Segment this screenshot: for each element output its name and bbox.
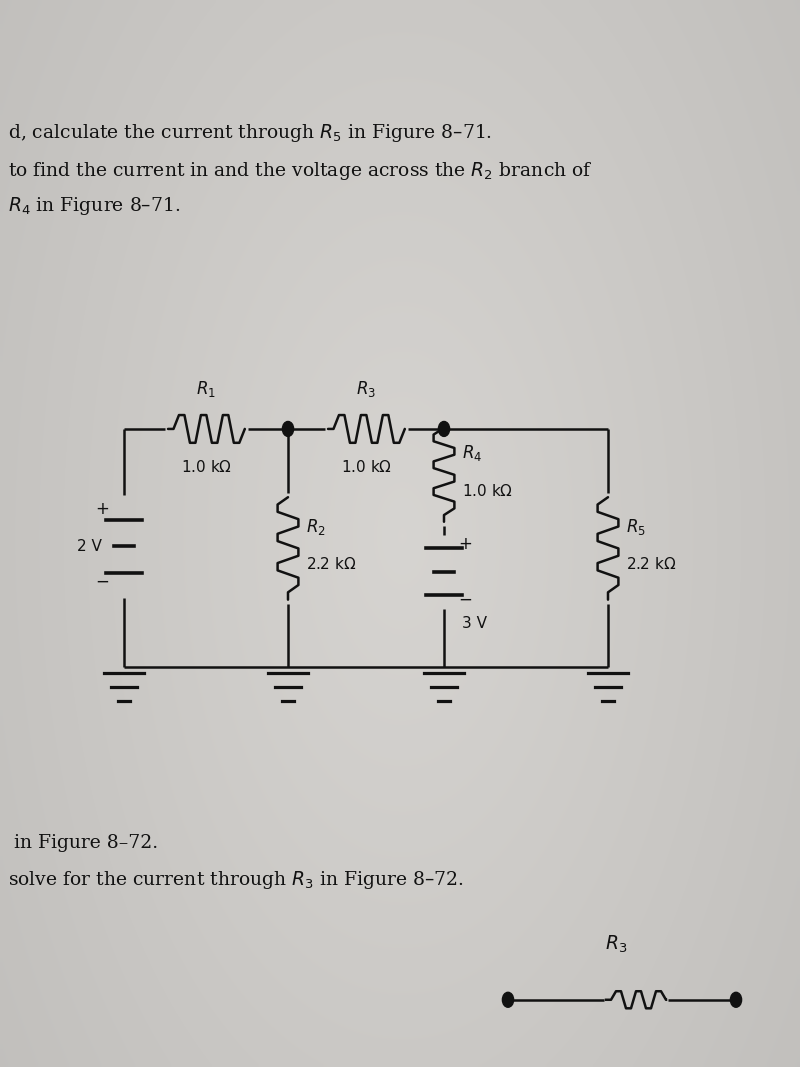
Text: 2.2 k$\Omega$: 2.2 k$\Omega$ bbox=[306, 557, 356, 572]
Text: $R_4$ in Figure 8–71.: $R_4$ in Figure 8–71. bbox=[8, 195, 180, 217]
Circle shape bbox=[502, 992, 514, 1007]
Text: $R_2$: $R_2$ bbox=[306, 517, 326, 537]
Circle shape bbox=[282, 421, 294, 436]
Text: d, calculate the current through $R_5$ in Figure 8–71.: d, calculate the current through $R_5$ i… bbox=[8, 123, 492, 144]
Text: −: − bbox=[458, 591, 472, 608]
Text: $R_4$: $R_4$ bbox=[462, 444, 482, 463]
Text: to find the current in and the voltage across the $R_2$ branch of: to find the current in and the voltage a… bbox=[8, 160, 593, 181]
Text: 1.0 k$\Omega$: 1.0 k$\Omega$ bbox=[341, 459, 392, 475]
Text: −: − bbox=[96, 573, 110, 590]
Text: 1.0 k$\Omega$: 1.0 k$\Omega$ bbox=[462, 483, 513, 498]
Text: 2.2 k$\Omega$: 2.2 k$\Omega$ bbox=[626, 557, 676, 572]
Text: solve for the current through $R_3$ in Figure 8–72.: solve for the current through $R_3$ in F… bbox=[8, 870, 464, 891]
Text: $R_1$: $R_1$ bbox=[197, 379, 216, 399]
Text: in Figure 8–72.: in Figure 8–72. bbox=[8, 834, 158, 851]
Circle shape bbox=[730, 992, 742, 1007]
Text: $R_3$: $R_3$ bbox=[356, 379, 377, 399]
Text: $R_5$: $R_5$ bbox=[626, 517, 646, 537]
Text: 1.0 k$\Omega$: 1.0 k$\Omega$ bbox=[181, 459, 232, 475]
Text: 2 V: 2 V bbox=[77, 539, 102, 554]
Text: +: + bbox=[96, 500, 110, 517]
Text: 3 V: 3 V bbox=[462, 616, 486, 631]
Text: $R_3$: $R_3$ bbox=[605, 934, 627, 955]
Text: +: + bbox=[458, 536, 472, 553]
Circle shape bbox=[438, 421, 450, 436]
